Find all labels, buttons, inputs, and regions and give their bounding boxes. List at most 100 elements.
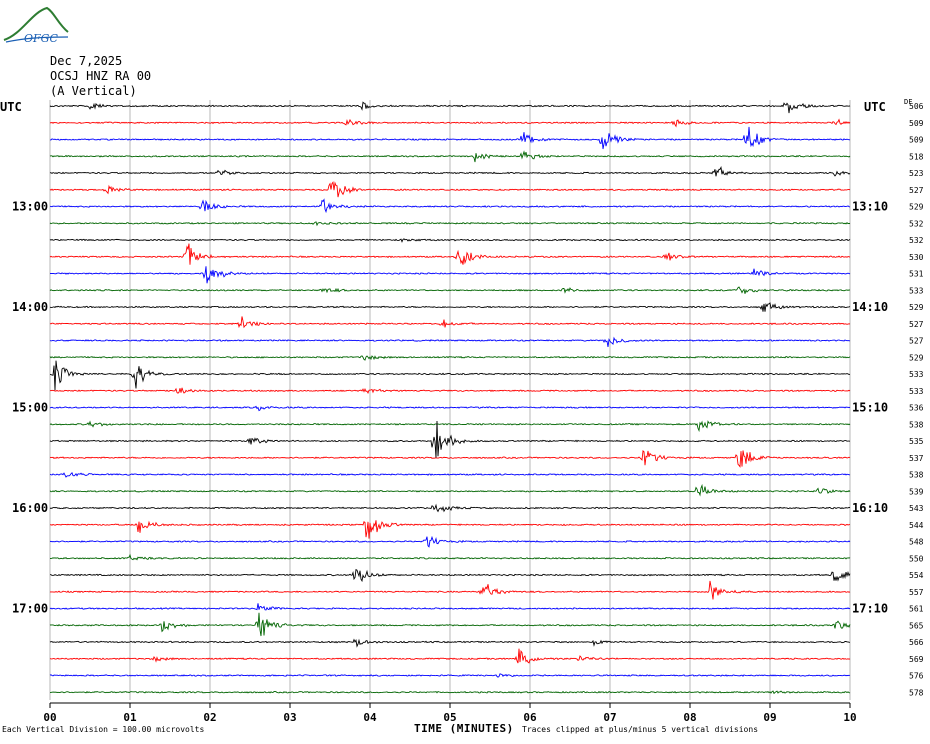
trace-row — [49, 238, 851, 243]
trace-row — [49, 421, 851, 459]
trace-row — [49, 360, 851, 391]
dc-offset-value: 554 — [909, 571, 924, 580]
left-time-label: 14:00 — [12, 300, 48, 314]
trace-group — [49, 101, 851, 695]
trace-row — [49, 150, 851, 163]
dc-offset-value: 533 — [909, 286, 924, 295]
dc-offset-value: 535 — [909, 437, 924, 446]
dc-offset-labels: 506 509 509 518 523 527 529 532 532 530 531 533 529 5… — [909, 102, 924, 697]
trace-row — [50, 568, 851, 583]
dc-offset-value: 537 — [909, 454, 924, 463]
header-component: (A Vertical) — [50, 84, 137, 98]
x-axis-title: TIME (MINUTES) — [414, 722, 514, 735]
dc-offset-value: 544 — [909, 521, 924, 530]
trace-row — [49, 612, 851, 637]
dc-offset-header: DF — [904, 98, 913, 106]
dc-offset-value: 509 — [909, 119, 924, 128]
x-tick-label: 07 — [603, 711, 616, 724]
trace-row — [49, 165, 851, 177]
dc-offset-value: 533 — [909, 387, 924, 396]
trace-row — [49, 387, 851, 395]
x-tick-label: 01 — [123, 711, 137, 724]
right-time-label: 15:10 — [852, 401, 888, 415]
trace-row — [49, 471, 851, 478]
right-time-label: 13:10 — [852, 200, 888, 214]
dc-offset-value: 557 — [909, 588, 924, 597]
x-tick-label: 06 — [523, 711, 537, 724]
ofgc-logo-icon: OFGC — [3, 6, 69, 45]
dc-offset-value: 527 — [909, 320, 924, 329]
trace-row — [49, 316, 851, 329]
scale-note: Each Vertical Division = 100.00 microvol… — [2, 725, 205, 734]
x-tick-label: 08 — [683, 711, 696, 724]
right-time-labels: 13:10 14:10 15:10 16:10 17:10 — [852, 200, 888, 616]
dc-offset-value: 506 — [909, 102, 924, 111]
dc-offset-value: 536 — [909, 404, 924, 413]
trace-row — [49, 405, 851, 412]
dc-offset-value: 578 — [909, 688, 924, 697]
dc-offset-value: 538 — [909, 471, 924, 480]
trace-row — [49, 101, 851, 114]
trace-row — [49, 118, 851, 128]
trace-row — [49, 198, 851, 214]
dc-offset-value: 538 — [909, 420, 924, 429]
trace-row — [49, 503, 851, 513]
trace-row — [49, 535, 851, 548]
dc-offset-value: 527 — [909, 337, 924, 346]
dc-offset-value: 530 — [909, 253, 924, 262]
utc-label-left: UTC — [0, 100, 22, 114]
dc-offset-value: 527 — [909, 186, 924, 195]
left-time-label: 13:00 — [12, 200, 48, 214]
header-date: Dec 7,2025 — [50, 54, 123, 68]
left-time-label: 17:00 — [12, 602, 48, 616]
trace-row — [49, 483, 851, 497]
trace-row — [49, 221, 851, 227]
dc-offset-value: 529 — [909, 303, 924, 312]
clip-note: Traces clipped at plus/minus 5 vertical … — [522, 725, 759, 734]
trace-row — [49, 181, 851, 198]
dc-offset-value: 531 — [909, 270, 924, 279]
trace-row — [49, 126, 851, 150]
dc-offset-value: 543 — [909, 504, 924, 513]
x-tick-label: 04 — [363, 711, 377, 724]
dc-offset-value: 533 — [909, 370, 924, 379]
trace-row — [49, 690, 851, 695]
dc-offset-value: 509 — [909, 136, 924, 145]
trace-row — [49, 673, 851, 678]
dc-offset-value: 523 — [909, 169, 924, 178]
minute-gridlines — [49, 100, 851, 700]
trace-row — [49, 520, 851, 539]
left-time-labels: 13:00 14:00 15:00 16:00 17:00 — [12, 200, 48, 616]
right-time-label: 14:10 — [852, 300, 888, 314]
trace-row — [49, 420, 851, 433]
right-time-label: 17:10 — [852, 602, 888, 616]
right-time-label: 16:10 — [852, 501, 888, 515]
left-time-label: 16:00 — [12, 501, 48, 515]
trace-row — [49, 603, 851, 611]
dc-offset-value: 576 — [909, 672, 924, 681]
x-tick-label: 03 — [283, 711, 296, 724]
x-tick-label: 05 — [443, 711, 456, 724]
trace-row — [49, 355, 851, 361]
dc-offset-value: 532 — [909, 219, 924, 228]
dc-offset-value: 529 — [909, 203, 924, 212]
x-tick-label: 10 — [843, 711, 856, 724]
utc-label-right: UTC — [864, 100, 886, 114]
trace-row — [49, 336, 851, 348]
dc-offset-value: 529 — [909, 353, 924, 362]
logo-text: OFGC — [24, 32, 58, 45]
x-tick-label: 02 — [203, 711, 216, 724]
header-station: OCSJ HNZ RA 00 — [50, 69, 152, 83]
trace-row — [49, 580, 851, 600]
trace-row — [49, 638, 851, 648]
time-axis: 00 01 02 03 04 05 06 07 08 09 10 — [43, 702, 857, 724]
left-time-label: 15:00 — [12, 401, 48, 415]
dc-offset-value: 532 — [909, 236, 924, 245]
trace-row — [49, 243, 851, 265]
dc-offset-value: 548 — [909, 538, 924, 547]
dc-offset-value: 566 — [909, 638, 924, 647]
dc-offset-value: 561 — [909, 605, 924, 614]
dc-offset-value: 550 — [909, 554, 924, 563]
